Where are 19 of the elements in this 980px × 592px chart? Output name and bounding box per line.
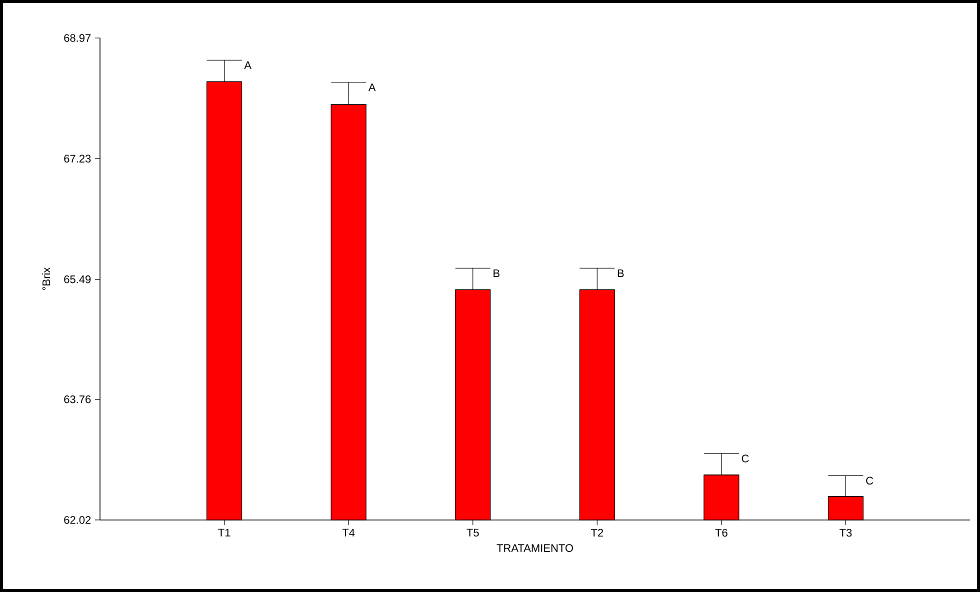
x-tick-label: T3 <box>840 528 852 537</box>
y-tick-label: 65.49 <box>64 275 91 284</box>
x-tick-label: T1 <box>218 528 230 536</box>
annotation: B <box>618 269 624 278</box>
y-tick-label: 63.76 <box>64 395 91 404</box>
annotation: B <box>494 269 500 278</box>
annotation: A <box>244 61 252 69</box>
x-tick-label: T2 <box>590 528 604 537</box>
y-tick-label: 68.97 <box>64 34 91 42</box>
annotation: C <box>866 476 874 485</box>
y-tick-label: 67.23 <box>64 154 91 163</box>
x-tick-label: T4 <box>342 528 355 536</box>
y-tick-label: 62.02 <box>64 516 91 524</box>
annotation: C <box>742 454 749 462</box>
annotation: A <box>368 84 376 92</box>
y-axis-title: °Brix <box>42 267 50 290</box>
x-tick-label: T6 <box>715 528 728 537</box>
x-tick-label: T5 <box>466 528 479 537</box>
x-axis-title: TRATAMIENTO <box>496 544 573 552</box>
